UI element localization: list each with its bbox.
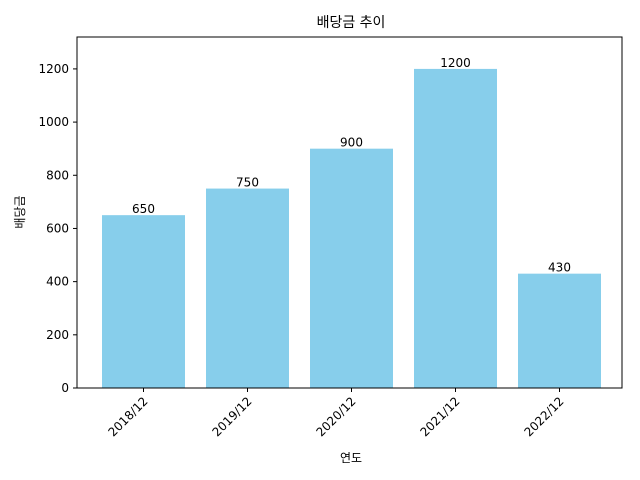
data-label-2019-12: 750 [236,176,259,190]
bar-2020-12 [310,148,393,388]
bar-2019-12 [206,188,289,388]
x-tick-label: 2019/12 [209,394,254,439]
x-axis-ticks: 2018/12 2019/12 2020/12 2021/12 2022/12 [105,388,567,439]
y-tick-label: 1200 [38,62,69,76]
y-axis-ticks: 0 200 400 600 800 1000 1200 [38,62,77,395]
x-tick-label: 2018/12 [105,394,150,439]
x-tick-label: 2020/12 [313,394,358,439]
bar-2022-12 [518,273,601,388]
bars-layer [102,68,601,388]
x-axis-label: 연도 [340,451,362,465]
bar-2021-12 [414,68,497,388]
plot-frame [76,36,623,389]
y-axis-label: 배당금 [13,195,27,228]
y-tick-label: 200 [46,328,69,342]
data-labels-layer: 650 750 900 1200 430 [132,56,571,275]
y-tick-label: 1000 [38,115,69,129]
chart-title: 배당금 추이 [317,15,386,31]
data-label-2021-12: 1200 [440,56,471,70]
data-label-2018-12: 650 [132,202,155,216]
data-label-2022-12: 430 [548,261,571,275]
data-label-2020-12: 900 [340,136,363,150]
y-tick-label: 600 [46,221,69,235]
y-tick-label: 400 [46,275,69,289]
x-tick-label: 2022/12 [521,394,566,439]
bar-2018-12 [102,215,185,388]
x-tick-label: 2021/12 [417,394,462,439]
y-tick-label: 800 [46,168,69,182]
y-tick-label: 0 [61,381,69,395]
